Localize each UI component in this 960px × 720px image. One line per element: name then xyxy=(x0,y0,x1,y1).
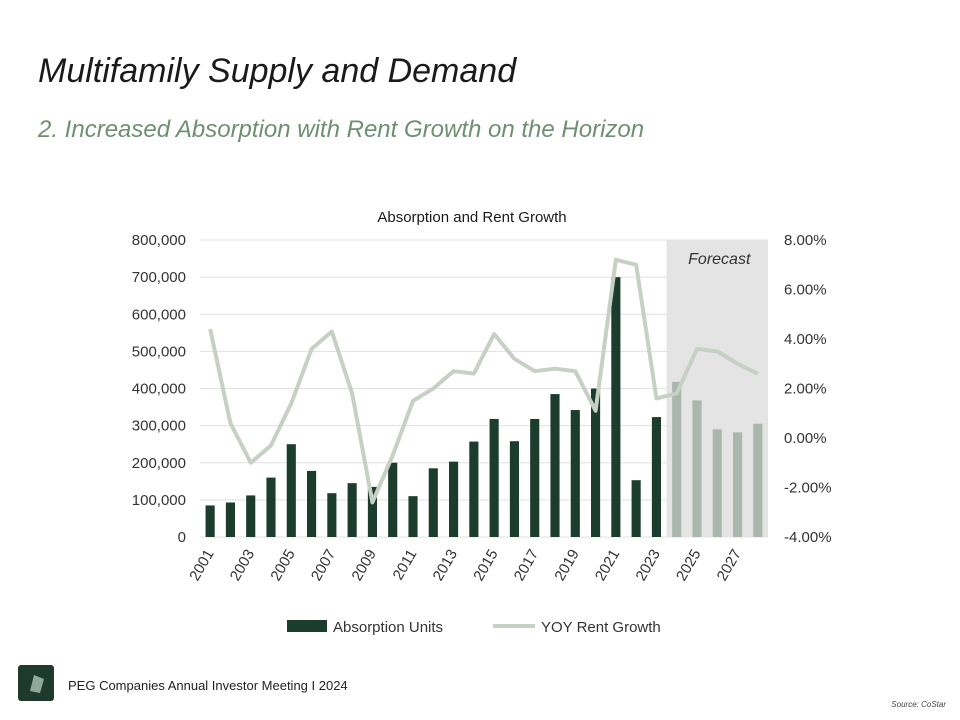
y-right-tick-label: -2.00% xyxy=(784,480,832,497)
y-right-tick-label: -4.00% xyxy=(784,529,832,546)
absorption-rent-growth-chart: Absorption and Rent Growth Forecast 0 100… xyxy=(132,209,832,636)
bar-absorption xyxy=(449,461,459,537)
bar-absorption xyxy=(753,423,763,537)
y-left-tick-label: 0 xyxy=(178,529,186,546)
x-tick-label: 2005 xyxy=(267,547,298,584)
x-tick-label: 2023 xyxy=(632,547,663,584)
x-tick-label: 2017 xyxy=(511,547,542,584)
y-right-tick-label: 2.00% xyxy=(784,381,827,398)
slide-title: Multifamily Supply and Demand xyxy=(38,52,517,90)
y-right-tick-label: 4.00% xyxy=(784,331,827,348)
x-tick-label: 2001 xyxy=(186,547,217,584)
y-left-tick-label: 100,000 xyxy=(132,492,186,509)
bar-absorption xyxy=(327,493,337,537)
bar-absorption xyxy=(408,496,418,537)
bar-absorption xyxy=(631,480,641,537)
legend-swatch-absorption xyxy=(287,620,327,632)
x-tick-label: 2013 xyxy=(430,547,461,584)
x-tick-label: 2003 xyxy=(227,547,258,584)
bar-absorption xyxy=(225,502,235,537)
bar-absorption xyxy=(205,505,215,537)
bar-absorption xyxy=(550,394,560,537)
legend-label-rent-growth: YOY Rent Growth xyxy=(541,619,661,636)
bar-absorption xyxy=(388,462,398,537)
bar-absorption xyxy=(367,486,377,537)
y-left-tick-label: 700,000 xyxy=(132,269,186,286)
bar-absorption xyxy=(246,495,256,537)
company-logo xyxy=(18,665,54,701)
bar-absorption xyxy=(286,444,296,537)
y-left-tick-label: 300,000 xyxy=(132,418,186,435)
y-left-tick-label: 400,000 xyxy=(132,381,186,398)
legend-label-absorption: Absorption Units xyxy=(333,619,443,636)
bar-absorption xyxy=(266,477,276,537)
x-tick-label: 2011 xyxy=(390,547,421,583)
y-left-tick-label: 800,000 xyxy=(132,232,186,249)
x-tick-label: 2021 xyxy=(592,547,623,584)
forecast-label: Forecast xyxy=(688,251,751,268)
y-right-tick-label: 0.00% xyxy=(784,430,827,447)
footer-text: PEG Companies Annual Investor Meeting I … xyxy=(68,678,348,693)
slide-subtitle: 2. Increased Absorption with Rent Growth… xyxy=(38,116,645,143)
bar-absorption xyxy=(509,441,519,537)
bar-absorption xyxy=(347,483,357,537)
y-left-tick-label: 500,000 xyxy=(132,343,186,360)
x-tick-label: 2019 xyxy=(551,547,582,584)
x-tick-label: 2027 xyxy=(714,547,745,584)
x-tick-label: 2009 xyxy=(348,547,379,584)
x-tick-label: 2007 xyxy=(308,547,339,584)
bar-absorption xyxy=(428,468,438,537)
bar-absorption xyxy=(307,470,317,537)
y-right-tick-label: 6.00% xyxy=(784,282,827,299)
bar-absorption xyxy=(611,277,621,537)
bar-absorption xyxy=(712,429,722,537)
bar-absorption xyxy=(489,418,499,537)
bar-absorption xyxy=(530,418,540,537)
bar-absorption xyxy=(672,381,682,537)
bar-absorption xyxy=(692,400,702,537)
y-left-tick-label: 200,000 xyxy=(132,455,186,472)
source-note: Source: CoStar xyxy=(891,700,946,709)
bar-absorption xyxy=(651,417,661,537)
rent-growth-line xyxy=(208,257,759,505)
x-tick-label: 2015 xyxy=(470,547,501,584)
chart-title: Absorption and Rent Growth xyxy=(377,209,566,226)
bar-absorption xyxy=(591,388,601,537)
x-tick-label: 2025 xyxy=(673,547,704,584)
bar-absorption xyxy=(469,441,479,537)
y-right-tick-label: 8.00% xyxy=(784,232,827,249)
bar-absorption xyxy=(570,410,580,537)
y-left-tick-label: 600,000 xyxy=(132,306,186,323)
leaf-logo-icon xyxy=(30,675,44,693)
bar-absorption xyxy=(733,432,743,537)
